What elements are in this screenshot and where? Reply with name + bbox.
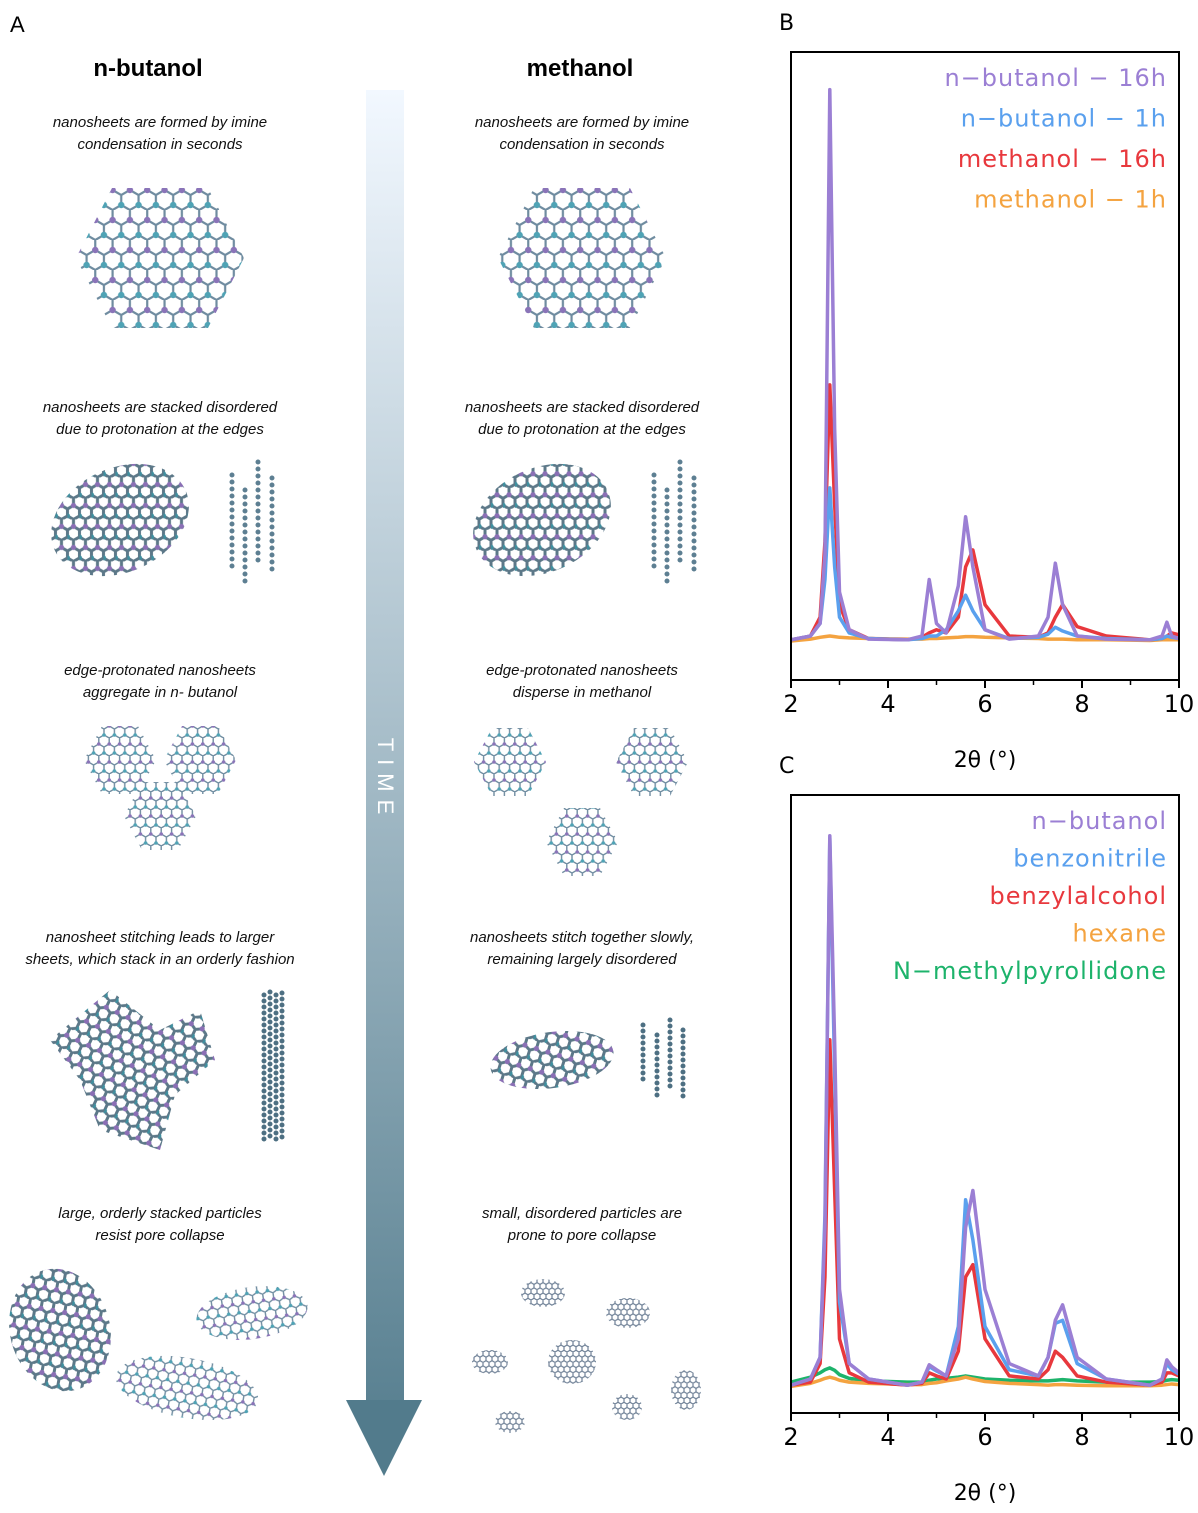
legend-entry: methanol − 1h [974,186,1167,214]
time-label: TIME [373,738,398,823]
x-tick-label: 4 [880,690,895,718]
series-line [791,385,1179,640]
x-tick-label: 2 [783,1423,798,1451]
caption: nanosheets are stacked disordered [43,399,278,416]
caption: nanosheets are stacked disordered [465,399,700,416]
caption: disperse in methanol [513,684,652,701]
caption: nanosheets are formed by imine [475,114,689,131]
legend-entry: n−butanol − 16h [944,64,1167,92]
caption: prone to pore collapse [507,1227,656,1244]
legend-entry: n−butanol − 1h [961,105,1167,133]
caption: small, disordered particles are [482,1205,682,1222]
caption: sheets, which stack in an orderly fashio… [25,951,294,968]
caption: remaining largely disordered [487,951,677,968]
caption: nanosheets stitch together slowly, [470,929,694,946]
series-line [791,1040,1179,1385]
caption: edge-protonated nanosheets [486,662,678,679]
x-tick-label: 8 [1074,1423,1089,1451]
legend-entry: hexane [1073,920,1167,948]
column-header: n-butanol [93,55,202,82]
caption: due to protonation at the edges [478,421,686,438]
legend-entry: N−methylpyrollidone [893,957,1167,985]
caption: edge-protonated nanosheets [64,662,256,679]
panel-label: A [10,12,25,37]
x-axis-label: 2θ (°) [954,748,1017,773]
legend-entry: n−butanol [1032,807,1167,835]
series-line [791,488,1179,640]
legend-entry: benzylalcohol [990,882,1168,910]
x-tick-label: 8 [1074,690,1089,718]
panel-a: A n-butanol methanol TIME nanosheets are… [0,12,701,1476]
x-axis-label: 2θ (°) [954,1481,1017,1506]
column-header: methanol [527,55,634,82]
x-tick-label: 6 [977,690,992,718]
caption: condensation in seconds [77,136,243,153]
caption: resist pore collapse [95,1227,224,1244]
legend-entry: methanol − 16h [958,145,1167,173]
x-tick-label: 10 [1164,1423,1195,1451]
caption: due to protonation at the edges [56,421,264,438]
x-tick-label: 10 [1164,690,1195,718]
caption: large, orderly stacked particles [58,1205,262,1222]
series-line [791,836,1179,1385]
panel-label: B [779,11,794,36]
charts: B 2 4 6 8 10 2θ (°) n−butanol − 16h n−butanol − … [779,11,1194,1506]
figure: A n-butanol methanol TIME nanosheets are… [0,0,1198,1513]
x-tick-label: 4 [880,1423,895,1451]
caption: condensation in seconds [499,136,665,153]
caption: nanosheets are formed by imine [53,114,267,131]
x-tick-label: 6 [977,1423,992,1451]
panel-label: C [779,754,794,779]
illustrations [0,188,701,1433]
legend-entry: benzonitrile [1013,845,1167,873]
caption: nanosheet stitching leads to larger [46,929,275,946]
caption: aggregate in n- butanol [83,684,238,701]
x-tick-label: 2 [783,690,798,718]
time-arrow-head [346,1400,422,1476]
